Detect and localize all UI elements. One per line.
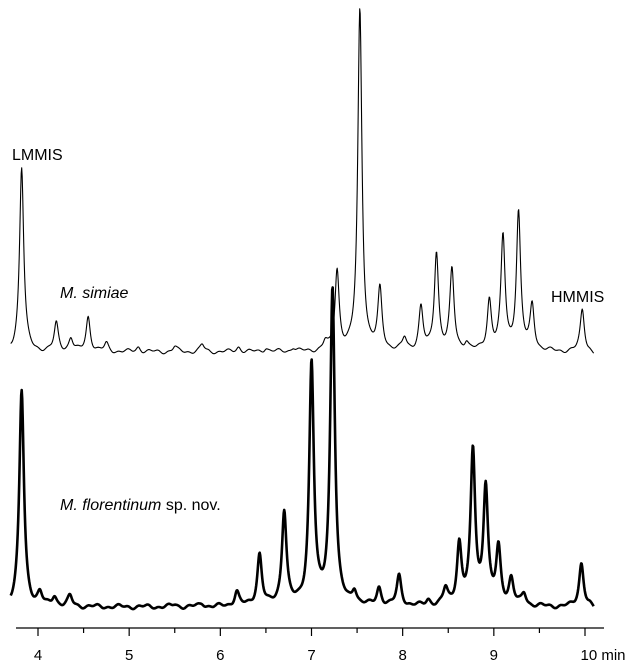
florentinum-suffix: sp. nov. bbox=[161, 497, 220, 514]
x-tick-label: 6 bbox=[216, 647, 224, 664]
florentinum-italic: M. florentinum bbox=[60, 497, 161, 514]
x-tick-label: 10 min bbox=[580, 647, 625, 664]
lmmis-label: LMMIS bbox=[12, 147, 63, 164]
x-tick-label: 7 bbox=[307, 647, 315, 664]
series-label-simiae: M. simiae bbox=[60, 285, 129, 302]
trace-florentinum bbox=[9, 286, 595, 611]
traces-layer bbox=[9, 8, 595, 611]
x-axis-ticks: 4 5 6 7 8 9 10 min bbox=[34, 628, 626, 664]
x-tick-label: 4 bbox=[34, 647, 42, 664]
series-label-florentinum: M. florentinum sp. nov. bbox=[60, 497, 221, 514]
trace-simiae bbox=[10, 8, 595, 355]
x-tick-label: 9 bbox=[490, 647, 498, 664]
x-tick-label: 8 bbox=[398, 647, 406, 664]
x-tick-label: 5 bbox=[125, 647, 133, 664]
hmmis-label: HMMIS bbox=[551, 289, 604, 306]
